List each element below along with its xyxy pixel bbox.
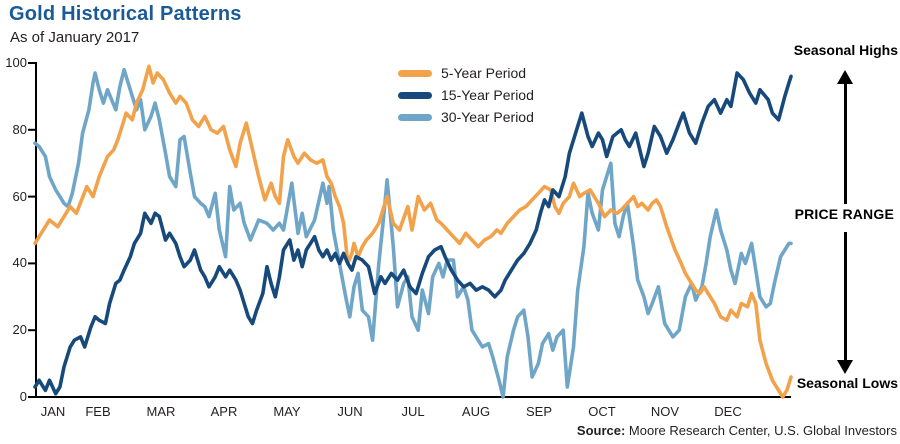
- legend-item: 15-Year Period: [398, 84, 534, 106]
- y-axis-label: 100: [5, 55, 27, 70]
- arrow-up-icon: [837, 70, 853, 204]
- legend-label: 30-Year Period: [441, 109, 534, 125]
- price-range-annotation: Seasonal Highs PRICE RANGE Seasonal Lows: [791, 0, 900, 444]
- legend-swatch-icon: [398, 91, 432, 99]
- arrow-stem: [843, 84, 847, 204]
- arrowhead-up-icon: [837, 70, 853, 84]
- y-axis-label: 20: [12, 322, 27, 338]
- legend-label: 5-Year Period: [441, 65, 527, 81]
- x-axis-label: MAY: [273, 404, 301, 419]
- source-label: Source:: [576, 423, 626, 438]
- y-axis-label: 0: [19, 389, 27, 404]
- plot-area: [28, 62, 793, 399]
- legend-swatch-icon: [398, 69, 432, 77]
- x-axis-label: JUL: [401, 404, 425, 419]
- seasonal-lows-label: Seasonal Lows: [796, 375, 898, 391]
- y-axis-label: 60: [12, 188, 27, 204]
- legend-item: 30-Year Period: [398, 106, 534, 128]
- x-axis-label: FEB: [85, 404, 111, 419]
- x-axis-labels: JAN FEB MAR APR MAY JUN JUL AUG SEP OCT NOV DEC: [35, 404, 791, 422]
- series-line-5-year-period: [33, 64, 793, 399]
- source-note: Source: Moore Research Center, U.S. Glob…: [577, 423, 897, 438]
- legend: 5-Year Period 15-Year Period 30-Year Perio…: [398, 62, 534, 128]
- page-subtitle: As of January 2017: [10, 29, 140, 46]
- page-title: Gold Historical Patterns: [9, 3, 242, 25]
- seasonal-highs-label: Seasonal Highs: [793, 42, 898, 58]
- x-axis-label: MAR: [146, 404, 176, 419]
- x-axis-label: SEP: [525, 404, 553, 419]
- x-axis-label: JUN: [337, 404, 363, 419]
- y-axis-label: 80: [12, 121, 27, 137]
- arrow-stem: [843, 232, 847, 360]
- legend-item: 5-Year Period: [398, 62, 534, 84]
- x-axis-label: DEC: [714, 404, 742, 419]
- series-line-30-year-period: [33, 67, 793, 399]
- x-axis-label: JAN: [40, 404, 66, 419]
- price-range-label: PRICE RANGE: [794, 206, 894, 222]
- y-axis-labels: 0 20 40 60 80 100: [0, 55, 27, 404]
- y-axis-label: 40: [12, 255, 27, 271]
- x-axis-label: APR: [210, 404, 238, 419]
- axis-frame: [35, 62, 791, 398]
- x-axis-label: NOV: [650, 404, 680, 419]
- series-line-15-year-period: [33, 71, 793, 396]
- source-text: Moore Research Center, U.S. Global Inves…: [625, 423, 897, 438]
- legend-label: 15-Year Period: [441, 87, 534, 103]
- arrowhead-down-icon: [837, 360, 853, 374]
- x-axis-label: AUG: [461, 404, 491, 419]
- x-axis-label: OCT: [588, 404, 616, 419]
- legend-swatch-icon: [398, 113, 432, 121]
- arrow-down-icon: [837, 232, 853, 374]
